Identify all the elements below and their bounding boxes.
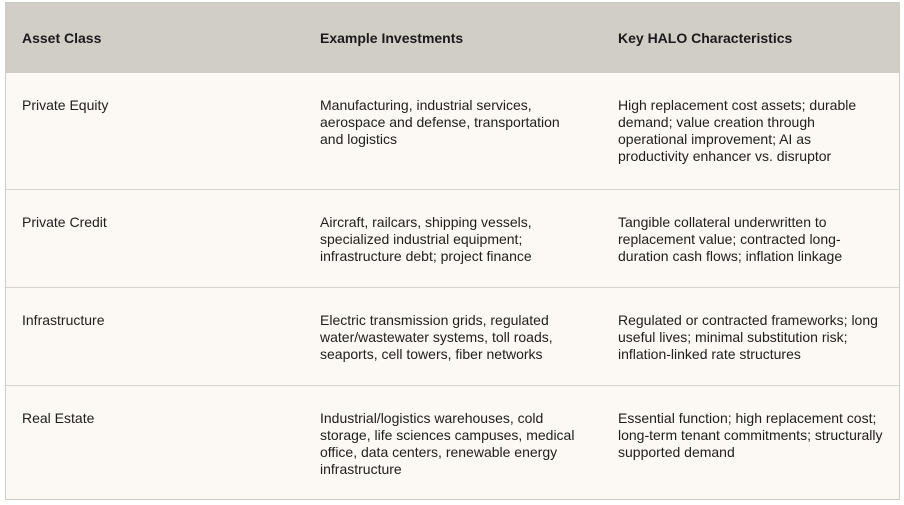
cell-examples: Manufacturing, industrial services, aero…	[320, 97, 560, 147]
cell-asset-class: Real Estate	[6, 384, 304, 499]
cell-examples: Electric transmission grids, regulated w…	[304, 286, 602, 385]
cell-characteristics: High replacement cost assets; durable de…	[618, 97, 857, 164]
table-row: Private Credit Aircraft, railcars, shipp…	[6, 188, 899, 287]
header-example-investments: Example Investments	[320, 30, 464, 46]
cell-examples: Aircraft, railcars, shipping vessels, sp…	[304, 188, 602, 287]
table-body: Private Equity Manufacturing, industrial…	[6, 73, 899, 499]
table-row: Private Equity Manufacturing, industrial…	[6, 73, 899, 189]
header-row: Asset Class Example Investments Key HALO…	[6, 3, 899, 73]
cell-characteristics: Essential function; high replacement cos…	[602, 384, 899, 499]
header-asset-class: Asset Class	[22, 30, 102, 46]
cell-asset-class: Private Equity	[22, 97, 109, 113]
cell-asset-class: Infrastructure	[6, 286, 304, 385]
table-row: Real Estate Industrial/logistics warehou…	[6, 384, 899, 499]
table-row: Infrastructure Electric transmission gri…	[6, 286, 899, 385]
asset-class-table: Asset Class Example Investments Key HALO…	[5, 2, 900, 500]
cell-asset-class: Private Credit	[6, 188, 304, 287]
table-header: Asset Class Example Investments Key HALO…	[6, 3, 899, 73]
cell-characteristics: Regulated or contracted frameworks; long…	[602, 286, 899, 385]
cell-examples: Industrial/logistics warehouses, cold st…	[304, 384, 602, 499]
table: Asset Class Example Investments Key HALO…	[6, 3, 899, 499]
cell-characteristics: Tangible collateral underwritten to repl…	[602, 188, 899, 287]
header-key-characteristics: Key HALO Characteristics	[618, 30, 793, 46]
